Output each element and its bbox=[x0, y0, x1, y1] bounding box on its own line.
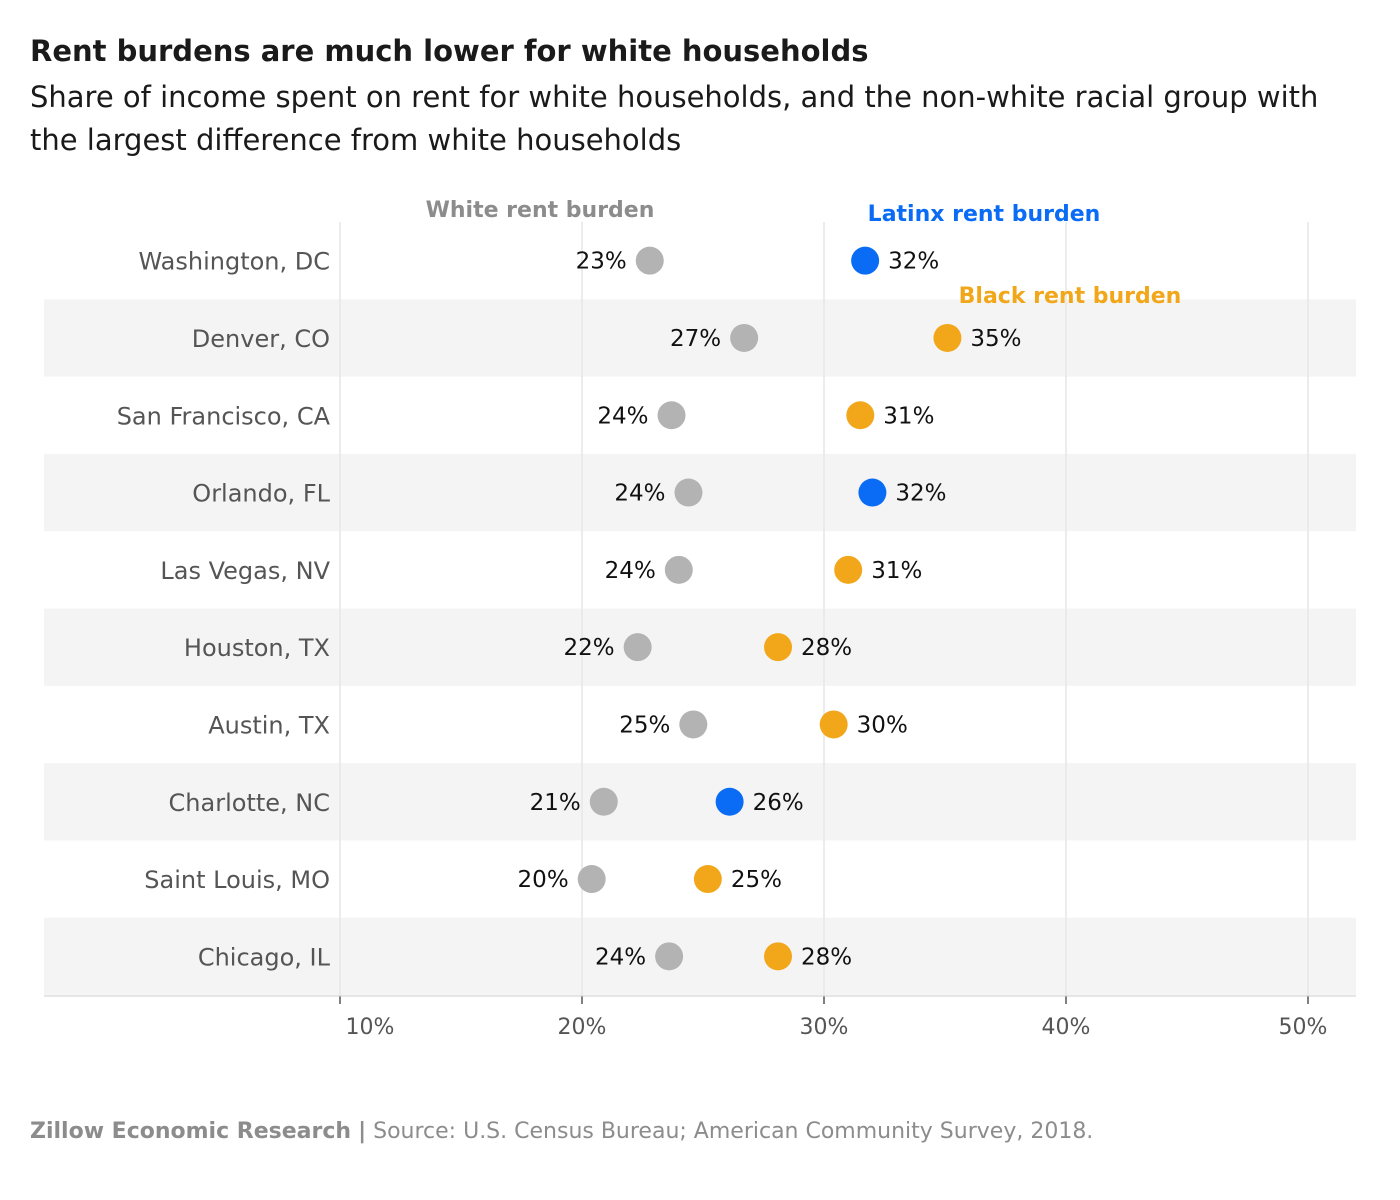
row-band bbox=[44, 917, 1356, 995]
table-row: Saint Louis, MO 20% 25% bbox=[144, 865, 782, 894]
black-burden-dot bbox=[764, 633, 793, 662]
white-burden-dot bbox=[730, 323, 759, 352]
city-label: Denver, CO bbox=[192, 325, 330, 353]
black-burden-dot bbox=[834, 555, 863, 584]
white-burden-label: 25% bbox=[619, 712, 670, 738]
table-row: Houston, TX 22% 28% bbox=[184, 633, 852, 662]
black-burden-dot bbox=[764, 942, 793, 971]
table-row: Denver, CO 27% 35% bbox=[192, 323, 1022, 353]
city-label: Orlando, FL bbox=[192, 480, 330, 508]
black-burden-dot bbox=[693, 865, 722, 894]
x-tick-label: 10% bbox=[346, 1015, 395, 1040]
series-annotations: White rent burden Latinx rent burden Black… bbox=[426, 198, 1182, 309]
city-label: Austin, TX bbox=[208, 711, 330, 739]
table-row: Orlando, FL 24% 32% bbox=[192, 478, 947, 508]
footer: Zillow Economic Research | Source: U.S. … bbox=[30, 1119, 1093, 1144]
white-burden-label: 22% bbox=[564, 635, 615, 661]
latinx-burden-dot bbox=[858, 478, 887, 507]
footer-separator: | bbox=[358, 1119, 367, 1144]
table-row: San Francisco, CA 24% 31% bbox=[117, 401, 934, 430]
white-burden-dot bbox=[577, 865, 606, 894]
dot-plot-chart: 10% 20% 30% 40% 50% Washington, DC 23% 32% Denv… bbox=[44, 198, 1356, 1040]
black-burden-label: 28% bbox=[801, 635, 852, 661]
footer-source: Source: U.S. Census Bureau; American Com… bbox=[373, 1119, 1094, 1144]
latinx-burden-label: 32% bbox=[895, 481, 946, 507]
latinx-burden-dot bbox=[715, 787, 744, 816]
white-series-annotation: White rent burden bbox=[426, 198, 655, 223]
chart-rows: Washington, DC 23% 32% Denver, CO 27% 35% San … bbox=[117, 246, 1022, 971]
city-label: Washington, DC bbox=[138, 248, 330, 276]
black-burden-label: 30% bbox=[857, 712, 908, 738]
black-burden-label: 25% bbox=[731, 867, 782, 893]
row-band bbox=[44, 763, 1356, 841]
white-burden-label: 21% bbox=[530, 790, 581, 816]
white-burden-dot bbox=[679, 710, 708, 739]
table-row: Charlotte, NC 21% 26% bbox=[169, 787, 804, 817]
white-burden-label: 24% bbox=[597, 403, 648, 429]
white-burden-dot bbox=[655, 942, 684, 971]
black-series-annotation: Black rent burden bbox=[959, 284, 1182, 309]
white-burden-dot bbox=[664, 555, 693, 584]
black-burden-dot bbox=[846, 401, 875, 430]
black-burden-label: 31% bbox=[883, 403, 934, 429]
table-row: Washington, DC 23% 32% bbox=[138, 246, 939, 276]
table-row: Chicago, IL 24% 28% bbox=[198, 942, 852, 971]
footer-org: Zillow Economic Research bbox=[30, 1119, 352, 1144]
white-burden-label: 23% bbox=[576, 249, 627, 275]
chart-title: Rent burdens are much lower for white ho… bbox=[30, 34, 869, 68]
city-label: Houston, TX bbox=[184, 634, 330, 662]
white-burden-dot bbox=[657, 401, 686, 430]
white-burden-label: 20% bbox=[518, 867, 569, 893]
latinx-series-annotation: Latinx rent burden bbox=[868, 202, 1101, 227]
black-burden-dot bbox=[819, 710, 848, 739]
white-burden-dot bbox=[589, 787, 618, 816]
white-burden-label: 27% bbox=[670, 326, 721, 352]
white-burden-dot bbox=[674, 478, 703, 507]
x-tick-label: 30% bbox=[800, 1015, 849, 1040]
chart-subtitle: Share of income spent on rent for white … bbox=[30, 80, 1319, 157]
table-row: Austin, TX 25% 30% bbox=[208, 710, 908, 739]
table-row: Las Vegas, NV 24% 31% bbox=[160, 555, 922, 585]
row-band bbox=[44, 608, 1356, 686]
row-band bbox=[44, 299, 1356, 377]
latinx-burden-dot bbox=[851, 246, 880, 275]
latinx-burden-label: 26% bbox=[753, 790, 804, 816]
black-burden-label: 31% bbox=[871, 558, 922, 584]
gridlines bbox=[339, 222, 1309, 996]
city-label: Las Vegas, NV bbox=[160, 557, 330, 585]
city-label: San Francisco, CA bbox=[117, 402, 331, 430]
x-tick-label: 20% bbox=[558, 1015, 607, 1040]
black-burden-dot bbox=[933, 323, 962, 352]
white-burden-label: 24% bbox=[605, 558, 656, 584]
white-burden-dot bbox=[635, 246, 664, 275]
black-burden-label: 35% bbox=[970, 326, 1021, 352]
city-label: Saint Louis, MO bbox=[144, 866, 330, 894]
white-burden-label: 24% bbox=[614, 481, 665, 507]
white-burden-label: 24% bbox=[595, 944, 646, 970]
latinx-burden-label: 32% bbox=[888, 249, 939, 275]
city-label: Chicago, IL bbox=[198, 943, 331, 971]
x-tick-label: 50% bbox=[1279, 1015, 1328, 1040]
x-tick-label: 40% bbox=[1042, 1015, 1091, 1040]
x-axis: 10% 20% 30% 40% 50% bbox=[44, 995, 1356, 1040]
white-burden-dot bbox=[623, 633, 652, 662]
black-burden-label: 28% bbox=[801, 944, 852, 970]
city-label: Charlotte, NC bbox=[169, 789, 330, 817]
